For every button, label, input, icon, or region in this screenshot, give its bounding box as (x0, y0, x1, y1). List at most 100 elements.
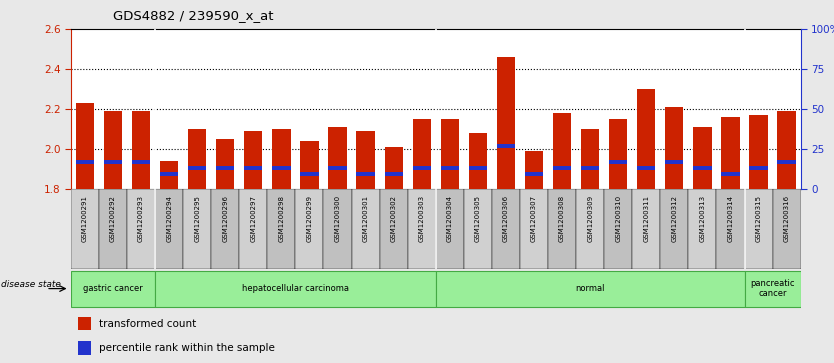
Bar (581, 166, 600, 170)
Bar (132, 111, 150, 189)
Bar (329, 127, 347, 189)
Text: GSM1200312: GSM1200312 (671, 195, 677, 242)
Bar (268, 189, 295, 269)
Bar (160, 161, 178, 189)
Text: GSM1200291: GSM1200291 (82, 195, 88, 242)
Bar (272, 129, 290, 189)
Bar (721, 172, 740, 176)
Bar (300, 141, 319, 189)
Bar (497, 144, 515, 148)
Text: GSM1200311: GSM1200311 (643, 195, 650, 242)
Text: GDS4882 / 239590_x_at: GDS4882 / 239590_x_at (113, 9, 273, 22)
Bar (78, 341, 91, 355)
Bar (384, 172, 403, 176)
Bar (666, 160, 683, 164)
Bar (716, 189, 745, 269)
Bar (244, 166, 263, 170)
Text: GSM1200296: GSM1200296 (222, 195, 229, 242)
Bar (609, 119, 627, 189)
Text: GSM1200295: GSM1200295 (194, 195, 200, 242)
Text: GSM1200300: GSM1200300 (334, 195, 340, 242)
Bar (520, 189, 548, 269)
Bar (408, 189, 435, 269)
Text: GSM1200314: GSM1200314 (727, 195, 733, 242)
Bar (548, 189, 576, 269)
Bar (553, 166, 571, 170)
Bar (99, 189, 127, 269)
Bar (637, 166, 656, 170)
Bar (188, 166, 206, 170)
Bar (216, 166, 234, 170)
Bar (772, 189, 801, 269)
Bar (211, 189, 239, 269)
Bar (777, 160, 796, 164)
Text: GSM1200304: GSM1200304 (447, 195, 453, 242)
Bar (104, 111, 122, 189)
Bar (745, 189, 772, 269)
Text: GSM1200308: GSM1200308 (559, 195, 565, 242)
Bar (356, 131, 374, 189)
Bar (76, 103, 94, 189)
Bar (464, 189, 492, 269)
Bar (183, 189, 211, 269)
Bar (104, 160, 122, 164)
Bar (632, 189, 661, 269)
Bar (272, 166, 290, 170)
Text: GSM1200293: GSM1200293 (138, 195, 144, 242)
Text: GSM1200299: GSM1200299 (306, 195, 313, 242)
Bar (244, 131, 263, 189)
Bar (384, 147, 403, 189)
Bar (440, 119, 459, 189)
Bar (492, 189, 520, 269)
Bar (525, 151, 543, 189)
Bar (127, 189, 155, 269)
Bar (637, 89, 656, 189)
Bar (300, 172, 319, 176)
Text: GSM1200302: GSM1200302 (390, 195, 397, 242)
Bar (469, 133, 487, 189)
Bar (581, 129, 600, 189)
Bar (216, 139, 234, 189)
Text: GSM1200307: GSM1200307 (531, 195, 537, 242)
Bar (78, 317, 91, 330)
Text: GSM1200310: GSM1200310 (615, 195, 621, 242)
Bar (413, 119, 431, 189)
Bar (76, 160, 94, 164)
Bar (329, 166, 347, 170)
Bar (525, 172, 543, 176)
Bar (604, 189, 632, 269)
FancyBboxPatch shape (435, 270, 745, 306)
Text: GSM1200316: GSM1200316 (784, 195, 790, 242)
Bar (71, 189, 99, 269)
Text: GSM1200301: GSM1200301 (363, 195, 369, 242)
Bar (750, 166, 767, 170)
Text: disease state: disease state (2, 280, 61, 289)
Text: normal: normal (575, 284, 605, 293)
Bar (132, 160, 150, 164)
Bar (239, 189, 268, 269)
Bar (688, 189, 716, 269)
FancyBboxPatch shape (155, 270, 435, 306)
Bar (609, 160, 627, 164)
Bar (666, 107, 683, 189)
Bar (413, 166, 431, 170)
Text: percentile rank within the sample: percentile rank within the sample (98, 343, 274, 353)
Bar (661, 189, 688, 269)
Text: GSM1200315: GSM1200315 (756, 195, 761, 242)
Bar (497, 57, 515, 189)
Bar (188, 129, 206, 189)
Bar (155, 189, 183, 269)
Bar (352, 189, 379, 269)
Text: GSM1200306: GSM1200306 (503, 195, 509, 242)
Bar (379, 189, 408, 269)
Bar (721, 117, 740, 189)
Bar (576, 189, 604, 269)
Text: GSM1200313: GSM1200313 (700, 195, 706, 242)
Text: hepatocellular carcinoma: hepatocellular carcinoma (242, 284, 349, 293)
FancyBboxPatch shape (745, 270, 801, 306)
Text: GSM1200305: GSM1200305 (475, 195, 481, 242)
Text: pancreatic
cancer: pancreatic cancer (751, 279, 795, 298)
Bar (435, 189, 464, 269)
Text: GSM1200303: GSM1200303 (419, 195, 425, 242)
Text: GSM1200294: GSM1200294 (166, 195, 172, 242)
